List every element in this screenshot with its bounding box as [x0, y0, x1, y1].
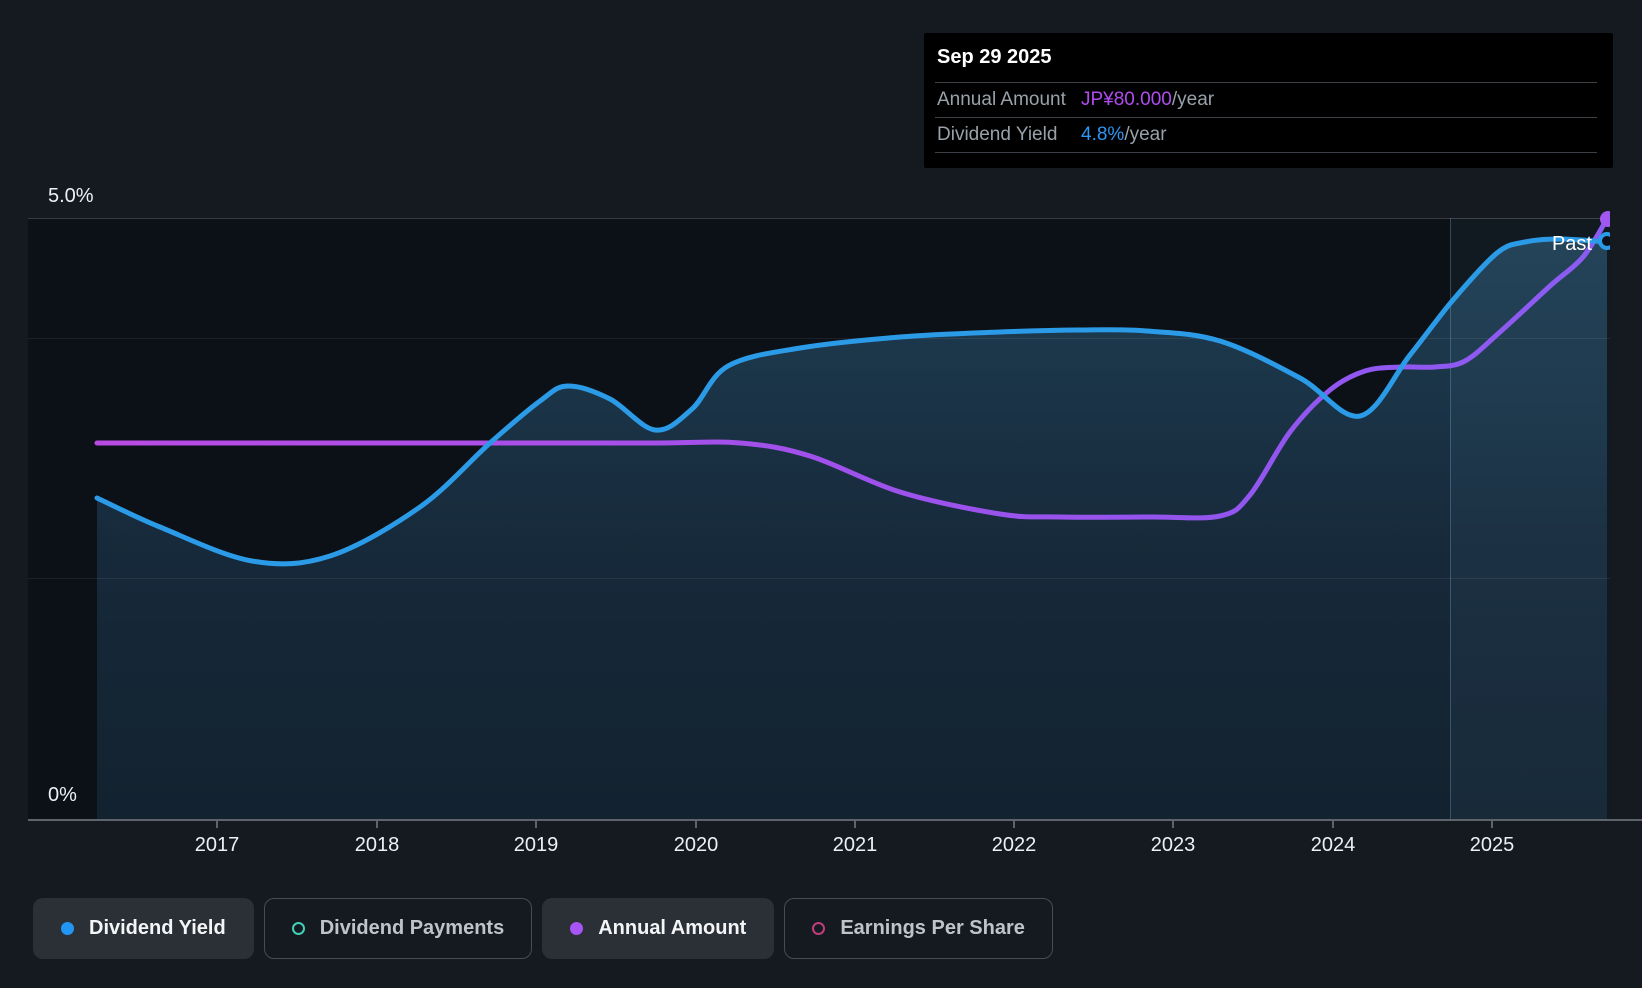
past-label: Past: [1552, 233, 1592, 255]
x-axis-year-label: 2020: [674, 834, 719, 856]
tooltip-label: Annual Amount: [937, 89, 1066, 110]
legend-label: Annual Amount: [598, 917, 747, 939]
dividend-yield-dot-icon: [61, 922, 74, 935]
annual-amount-end-dot: [1600, 211, 1610, 227]
tooltip-value-suffix: /year: [1124, 124, 1167, 145]
tooltip-label: Dividend Yield: [937, 124, 1058, 145]
legend-label: Dividend Yield: [89, 917, 226, 939]
y-axis-bottom-label: 0%: [48, 784, 77, 806]
dividend-history-chart[interactable]: 2017 2018 2019 2020 2021 2022 2023 2024 2025 5.0%…: [0, 0, 1642, 870]
chart-tooltip: Sep 29 2025 Annual Amount JP¥80.000/year…: [924, 33, 1613, 168]
legend-button-dividend-payments[interactable]: Dividend Payments: [263, 898, 533, 959]
tooltip-row-dividend-yield: Dividend Yield 4.8%/year: [935, 118, 1597, 153]
tooltip-date: Sep 29 2025: [935, 33, 1597, 83]
legend-button-dividend-yield[interactable]: Dividend Yield: [33, 898, 254, 959]
past-highlight-band: [1450, 218, 1610, 820]
dividend-yield-line: [94, 236, 1610, 567]
tooltip-value-suffix: /year: [1171, 89, 1215, 110]
x-axis-year-label: 2025: [1470, 834, 1515, 856]
legend-button-earnings-per-share[interactable]: Earnings Per Share: [784, 898, 1053, 959]
annual-amount-line: [94, 216, 1610, 521]
x-axis-year-label: 2019: [514, 834, 559, 856]
x-axis-year-label: 2023: [1151, 834, 1196, 856]
legend-button-annual-amount[interactable]: Annual Amount: [542, 898, 775, 959]
dividend-yield-end-ring: [1598, 232, 1610, 250]
tooltip-value: 4.8%: [1081, 124, 1125, 145]
legend-label: Earnings Per Share: [840, 917, 1025, 939]
legend-label: Dividend Payments: [319, 917, 505, 939]
dividend-yield-area: [97, 239, 1607, 820]
x-axis-year-label: 2021: [833, 834, 878, 856]
x-axis-year-label: 2022: [992, 834, 1037, 856]
y-axis-top-label: 5.0%: [48, 185, 94, 207]
x-axis-year-label: 2017: [195, 834, 240, 856]
annual-amount-dot-icon: [570, 922, 584, 935]
tooltip-value: JP¥80.000: [1081, 89, 1172, 110]
x-axis-year-label: 2018: [355, 834, 400, 856]
earnings-per-share-ring-icon: [812, 922, 826, 935]
dividend-payments-ring-icon: [291, 922, 305, 935]
x-axis-year-label: 2024: [1311, 834, 1356, 856]
tooltip-row-annual-amount: Annual Amount JP¥80.000/year: [935, 83, 1597, 118]
chart-legend: Dividend Yield Dividend Payments Annual …: [33, 898, 1053, 959]
